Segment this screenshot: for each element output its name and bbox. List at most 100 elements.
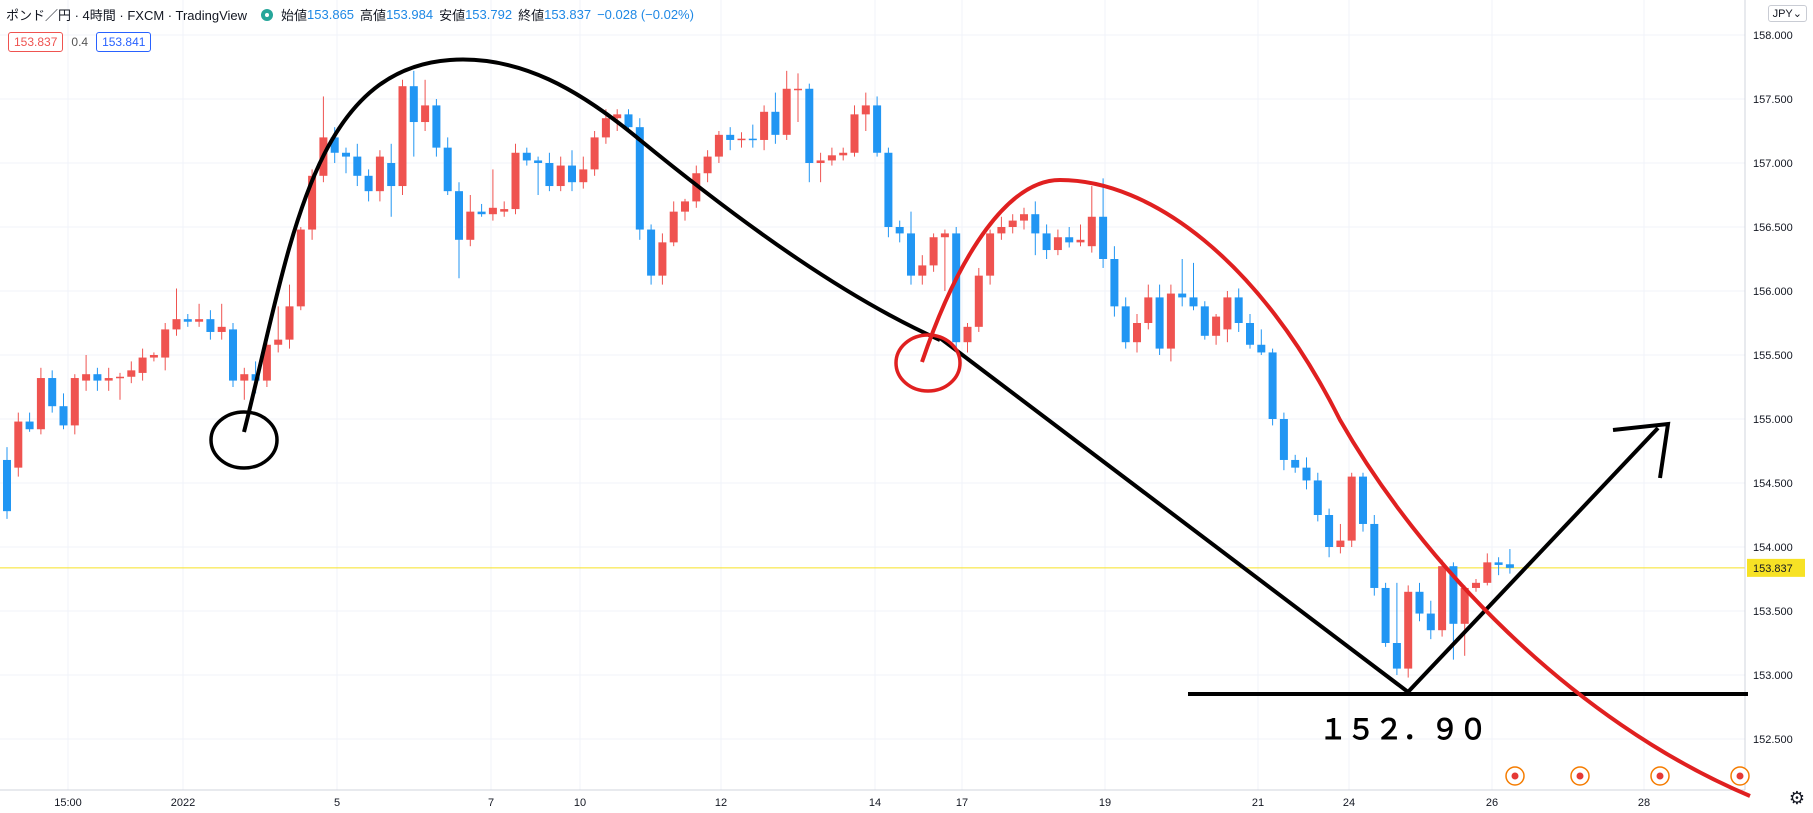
candle <box>500 201 509 217</box>
candle <box>703 150 712 183</box>
change-value: −0.028 (−0.02%) <box>597 7 694 22</box>
price-axis[interactable]: 158.000 157.500 157.000 156.500 156.000 155.5… <box>1744 0 1805 790</box>
candle-body <box>1121 306 1130 343</box>
candle-body <box>432 105 441 148</box>
candle-body <box>1144 297 1153 323</box>
candle-body <box>850 114 859 153</box>
candle <box>364 169 373 202</box>
candle <box>432 99 441 157</box>
price-tick-label: 154.500 <box>1753 478 1793 490</box>
candle-body <box>952 233 961 343</box>
candle <box>974 267 983 332</box>
candle-body <box>477 211 486 215</box>
candle <box>895 220 904 243</box>
candle <box>1494 557 1503 576</box>
candle <box>1121 297 1130 349</box>
candle-body <box>1008 220 1017 227</box>
candle <box>1110 246 1119 317</box>
market-status-icon <box>261 8 274 21</box>
event-marker-icon <box>1650 766 1670 786</box>
trade-panel: 153.837 0.4 153.841 <box>8 32 152 52</box>
candle-body <box>409 86 418 123</box>
event-marker-icon <box>1730 766 1750 786</box>
candle <box>1076 224 1085 247</box>
candle <box>172 288 181 336</box>
low-value: 153.792 <box>465 7 513 22</box>
candle <box>296 227 305 311</box>
candle <box>568 150 576 192</box>
candle <box>59 393 68 430</box>
candle <box>104 367 113 391</box>
candle <box>1020 207 1028 230</box>
candle <box>1234 288 1243 332</box>
candle-body <box>782 88 791 135</box>
candle-body <box>601 118 610 138</box>
candle <box>240 367 249 400</box>
candle-body <box>1246 323 1254 345</box>
candle-body <box>1166 293 1175 349</box>
price-tick-label: 157.500 <box>1753 94 1793 106</box>
candle-body <box>455 191 463 240</box>
candle <box>1483 553 1492 586</box>
currency-selector[interactable]: JPY⌄ <box>1767 5 1807 22</box>
candle-body <box>296 229 305 307</box>
legend-header: ポンド／円 · 4時間 · FXCM · TradingView 始値 153.8… <box>6 5 700 24</box>
candle <box>1178 259 1187 307</box>
candle-body <box>1472 582 1480 588</box>
gear-icon[interactable]: ⚙ <box>1788 788 1805 808</box>
candle <box>1336 523 1345 554</box>
candle-body <box>353 156 362 176</box>
sell-button[interactable]: 153.837 <box>8 32 64 52</box>
candle-body <box>1268 352 1277 419</box>
candle-body <box>48 378 57 407</box>
candle-body <box>568 165 576 183</box>
time-axis[interactable]: 15:00 2022 5 7 10 12 14 17 19 21 24 26 28 <box>0 789 1745 809</box>
candle <box>1223 291 1232 343</box>
candle-body <box>1257 344 1266 353</box>
candle-body <box>1347 476 1356 541</box>
candle <box>737 132 746 148</box>
candle <box>771 92 780 144</box>
candle-body <box>545 163 554 187</box>
time-tick-label: 26 <box>1486 797 1498 809</box>
candle-body <box>940 233 949 238</box>
candle-body <box>726 134 735 140</box>
candle-body <box>986 233 995 276</box>
candle <box>522 147 531 166</box>
time-tick-label: 12 <box>715 797 727 809</box>
candle-body <box>658 242 667 276</box>
candle <box>1415 582 1424 622</box>
candle-body <box>771 111 780 135</box>
candle-body <box>534 160 543 163</box>
candle <box>861 92 870 131</box>
candle-body <box>1449 566 1458 624</box>
candle <box>1313 472 1322 522</box>
candle <box>409 70 418 157</box>
candle-body <box>1099 216 1108 259</box>
candle <box>658 233 667 285</box>
candle <box>342 147 350 174</box>
buy-button[interactable]: 153.841 <box>96 32 152 52</box>
symbol-title[interactable]: ポンド／円 · 4時間 · FXCM · TradingView <box>6 8 248 23</box>
event-marker-dot <box>1656 772 1664 780</box>
candle <box>25 412 34 432</box>
event-markers[interactable] <box>1505 766 1750 786</box>
candle <box>217 303 226 340</box>
candle-body <box>1291 459 1300 468</box>
candle-body <box>669 211 678 243</box>
candle <box>839 147 848 161</box>
candle <box>285 284 294 349</box>
candle-body <box>1460 587 1469 624</box>
candle-body <box>1404 591 1413 669</box>
candle-body <box>861 105 870 115</box>
candle <box>850 105 859 157</box>
price-tick-label: 157.000 <box>1753 158 1793 170</box>
candle <box>929 233 938 272</box>
candle-body <box>1110 259 1119 307</box>
candle <box>579 156 588 189</box>
candle-body <box>14 421 23 468</box>
candle <box>805 83 814 183</box>
candle <box>466 195 475 247</box>
high-value: 153.984 <box>386 7 434 22</box>
